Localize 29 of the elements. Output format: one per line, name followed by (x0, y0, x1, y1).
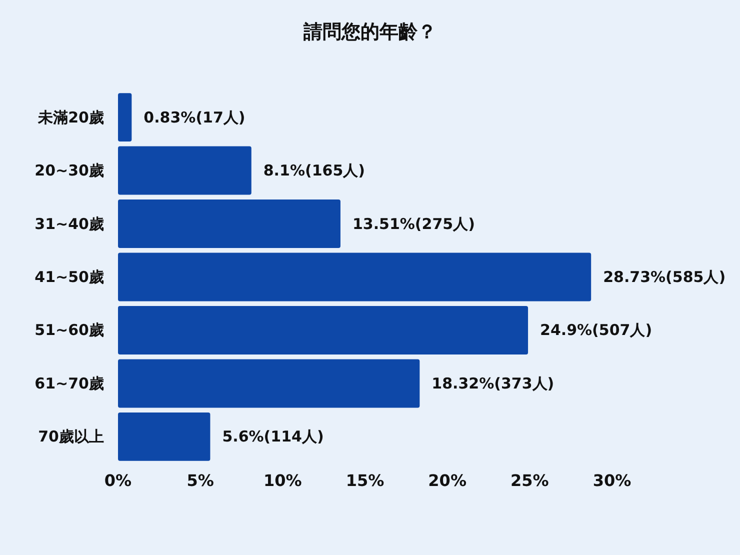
x-tick-label: 15% (346, 471, 384, 490)
chart-title: 請問您的年齡？ (302, 21, 436, 43)
y-tick-label: 41~50歲 (34, 268, 104, 286)
bar (118, 306, 528, 354)
data-label: 5.6%(114人) (222, 428, 324, 446)
bar (118, 200, 340, 248)
x-tick-label: 5% (186, 471, 214, 490)
data-label: 0.83%(17人) (144, 108, 246, 126)
data-label: 28.73%(585人) (603, 268, 726, 286)
x-tick-label: 20% (428, 471, 466, 490)
bar (118, 412, 210, 461)
x-tick-label: 0% (104, 471, 132, 490)
data-label: 13.51%(275人) (352, 214, 475, 233)
bar (118, 93, 132, 142)
y-tick-label: 20~30歲 (34, 162, 104, 180)
bar (118, 146, 252, 195)
data-label: 8.1%(165人) (263, 162, 366, 180)
x-tick-label: 25% (510, 471, 549, 490)
x-tick-label: 10% (264, 471, 302, 490)
data-label: 18.32%(373人) (432, 374, 554, 392)
y-tick-label: 70歲以上 (38, 428, 104, 446)
x-tick-label: 30% (592, 471, 632, 490)
y-tick-label: 61~70歲 (34, 374, 104, 392)
bar (118, 359, 420, 408)
y-tick-label: 51~60歲 (34, 321, 104, 340)
bar (118, 252, 592, 302)
y-tick-label: 31~40歲 (34, 214, 104, 233)
data-label: 24.9%(507人) (540, 321, 652, 340)
y-tick-label: 未滿20歲 (37, 108, 104, 126)
